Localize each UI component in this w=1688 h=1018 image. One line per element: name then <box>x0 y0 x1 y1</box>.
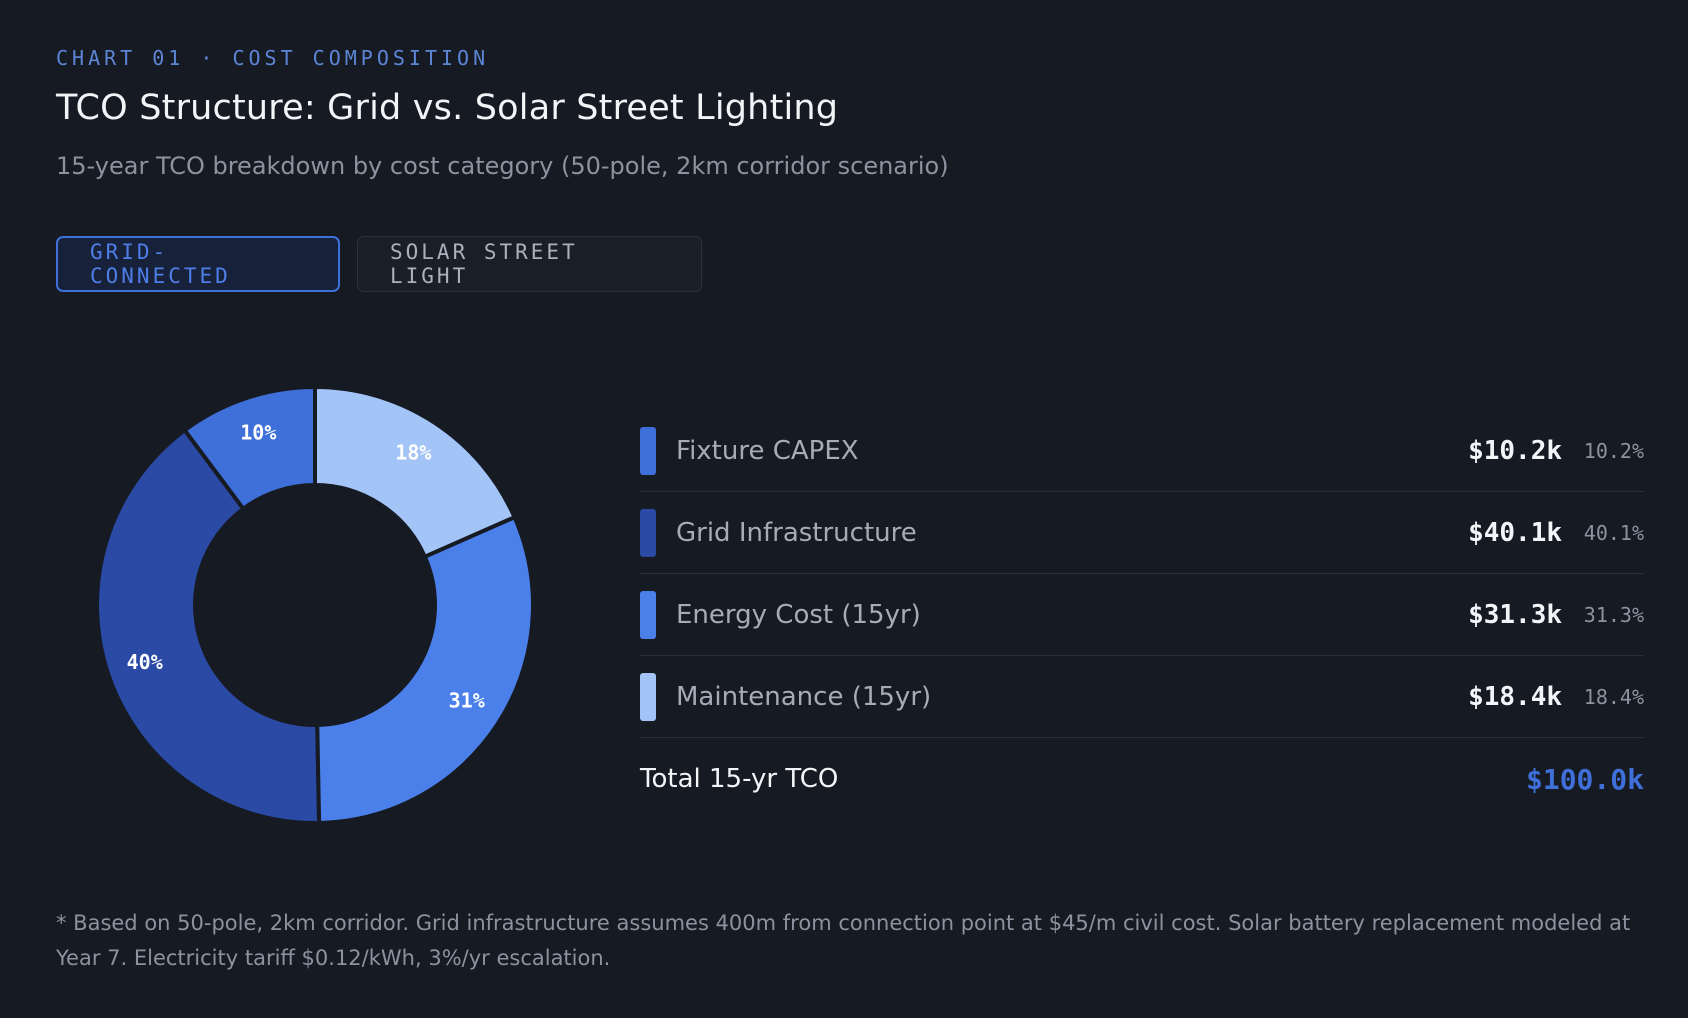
donut-label-grid-infrastructure: 40% <box>127 650 163 674</box>
eyebrow-label: CHART 01 · COST COMPOSITION <box>56 46 490 70</box>
footnote: * Based on 50-pole, 2km corridor. Grid i… <box>56 911 1631 970</box>
legend-label: Grid Infrastructure <box>676 517 917 548</box>
legend-label: Energy Cost (15yr) <box>676 599 921 630</box>
legend-row-fixture-capex: Fixture CAPEX $10.2k 10.2% <box>640 410 1644 492</box>
legend-pct: 40.1% <box>1583 520 1644 545</box>
donut-chart: 10% 40% 31% 18% <box>95 384 535 826</box>
legend-pct: 31.3% <box>1583 602 1644 627</box>
legend-label: Fixture CAPEX <box>676 435 859 466</box>
donut-label-energy-cost-15yr: 31% <box>449 688 485 712</box>
scenario-tabs: GRID-CONNECTED SOLAR STREET LIGHT <box>56 236 702 292</box>
total-value: $100.0k <box>1525 762 1644 796</box>
legend-value: $31.3k <box>1468 599 1562 630</box>
page-title: TCO Structure: Grid vs. Solar Street Lig… <box>56 88 839 128</box>
legend-pct: 10.2% <box>1583 438 1644 463</box>
tab-solar-street-light[interactable]: SOLAR STREET LIGHT <box>357 236 702 292</box>
legend-swatch <box>640 590 656 639</box>
legend-value: $18.4k <box>1468 681 1562 712</box>
legend-swatch <box>640 508 656 557</box>
donut-slice-grid-infrastructure <box>95 427 322 825</box>
legend-row-maintenance: Maintenance (15yr) $18.4k 18.4% <box>640 656 1644 738</box>
legend-row-energy-cost: Energy Cost (15yr) $31.3k 31.3% <box>640 574 1644 656</box>
donut-label-fixture-capex: 10% <box>240 421 276 445</box>
total-label: Total 15-yr TCO <box>640 764 839 794</box>
legend-value: $10.2k <box>1468 435 1562 466</box>
legend-swatch <box>640 426 656 475</box>
page-subtitle: 15-year TCO breakdown by cost category (… <box>56 152 949 180</box>
legend-value: $40.1k <box>1468 517 1562 548</box>
donut-slice-energy-cost-15yr <box>315 514 535 826</box>
donut-label-maintenance-15yr: 18% <box>395 441 431 465</box>
legend: Fixture CAPEX $10.2k 10.2% Grid Infrastr… <box>640 410 1644 820</box>
donut-slice-maintenance-15yr <box>313 384 518 560</box>
legend-row-grid-infrastructure: Grid Infrastructure $40.1k 40.1% <box>640 492 1644 574</box>
legend-label: Maintenance (15yr) <box>676 681 932 712</box>
legend-swatch <box>640 672 656 721</box>
total-row: Total 15-yr TCO $100.0k <box>640 738 1644 820</box>
tab-grid-connected[interactable]: GRID-CONNECTED <box>56 236 340 292</box>
legend-pct: 18.4% <box>1583 684 1644 709</box>
